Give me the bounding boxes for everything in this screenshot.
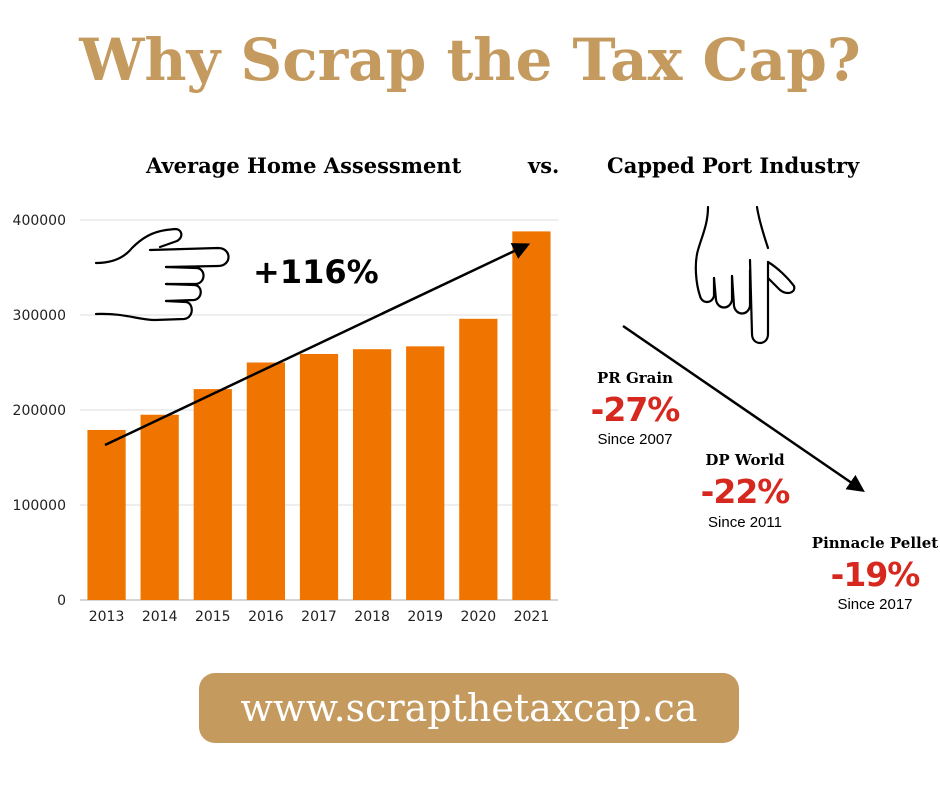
bar bbox=[352, 349, 392, 600]
right-heading: Capped Port Industry bbox=[607, 153, 860, 178]
company-since-pinnacle-pellet: Since 2017 bbox=[837, 596, 913, 613]
bar bbox=[512, 231, 551, 600]
x-tick-label: 2020 bbox=[461, 609, 497, 625]
company-name-pinnacle-pellet: Pinnacle Pellet bbox=[811, 534, 939, 552]
y-tick-label: 200000 bbox=[13, 403, 66, 419]
company-since-pr-grain: Since 2007 bbox=[597, 431, 673, 448]
y-tick-label: 400000 bbox=[13, 213, 66, 229]
x-tick-label: 2018 bbox=[354, 609, 390, 625]
pointing-down-hand-icon bbox=[694, 205, 796, 345]
bar bbox=[87, 429, 126, 600]
bar bbox=[193, 389, 232, 600]
company-change-pinnacle-pellet: -19% bbox=[830, 555, 921, 594]
company-change-dp-world: -22% bbox=[700, 472, 791, 511]
x-tick-label: 2014 bbox=[142, 609, 178, 625]
trend-down-arrow-icon bbox=[622, 324, 865, 492]
x-tick-label: 2013 bbox=[89, 609, 125, 625]
y-tick-label: 0 bbox=[57, 593, 66, 609]
x-tick-label: 2016 bbox=[248, 609, 284, 625]
bar bbox=[406, 346, 445, 600]
x-tick-label: 2015 bbox=[195, 609, 231, 625]
y-tick-label: 300000 bbox=[13, 308, 66, 324]
x-tick-label: 2017 bbox=[301, 609, 337, 625]
website-link[interactable]: www.scrapthetaxcap.ca bbox=[240, 686, 698, 730]
page-title: Why Scrap the Tax Cap? bbox=[79, 26, 861, 94]
company-since-dp-world: Since 2011 bbox=[708, 514, 782, 531]
vs-heading: vs. bbox=[528, 153, 560, 178]
website-banner[interactable]: www.scrapthetaxcap.ca bbox=[199, 673, 739, 743]
company-change-pr-grain: -27% bbox=[590, 390, 681, 429]
bar-chart: 0 100000 200000 300000 400000 2013 2014 2015 201… bbox=[13, 213, 558, 625]
y-tick-label: 100000 bbox=[13, 498, 66, 514]
trend-up-arrow-icon bbox=[104, 243, 531, 447]
bar bbox=[246, 362, 286, 600]
x-tick-label: 2021 bbox=[514, 609, 550, 625]
company-name-pr-grain: PR Grain bbox=[596, 369, 673, 387]
bar bbox=[459, 318, 498, 600]
company-name-dp-world: DP World bbox=[705, 451, 785, 469]
x-tick-label: 2019 bbox=[407, 609, 443, 625]
bar bbox=[299, 353, 339, 600]
left-heading: Average Home Assessment bbox=[146, 153, 462, 178]
growth-annotation: +116% bbox=[253, 253, 379, 291]
pointing-right-hand-icon bbox=[94, 227, 230, 322]
bar bbox=[140, 414, 179, 600]
